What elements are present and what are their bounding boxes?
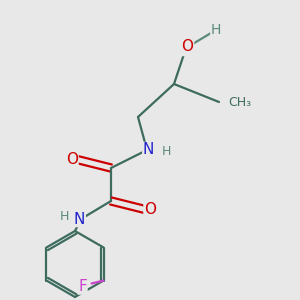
Text: N: N	[74, 212, 85, 226]
Text: N: N	[143, 142, 154, 158]
Text: O: O	[66, 152, 78, 166]
Text: H: H	[60, 209, 69, 223]
Text: H: H	[211, 23, 221, 37]
Text: H: H	[162, 145, 171, 158]
Text: O: O	[144, 202, 156, 217]
Text: O: O	[182, 39, 194, 54]
Text: F: F	[78, 279, 87, 294]
Text: CH₃: CH₃	[228, 95, 251, 109]
Text: O: O	[180, 40, 192, 56]
